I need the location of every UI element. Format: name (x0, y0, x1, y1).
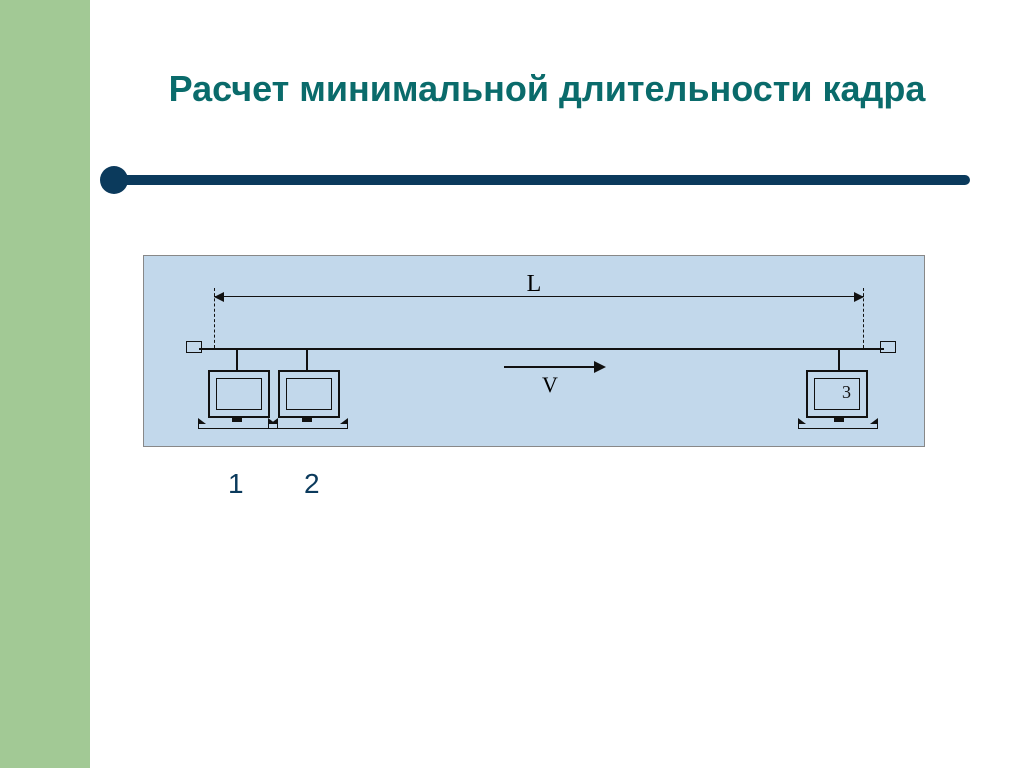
node-3-base (798, 422, 878, 429)
length-label: L (144, 271, 924, 298)
velocity-arrow-line (504, 366, 594, 368)
label-node-1: 1 (228, 468, 244, 500)
node-2-monitor (278, 370, 340, 418)
velocity-arrow-head (594, 361, 606, 373)
slide-title: Расчет минимальной длительности кадра (110, 68, 984, 110)
terminator-right (880, 341, 896, 353)
bus-diagram: L V 3 (143, 255, 925, 447)
label-node-2: 2 (304, 468, 320, 500)
sidebar-stripe (0, 0, 90, 768)
node-3-number: 3 (842, 382, 851, 403)
node-1-monitor (208, 370, 270, 418)
tap-1 (236, 349, 238, 371)
node-2-base (268, 422, 348, 429)
tap-3 (838, 349, 840, 371)
node-1-base (198, 422, 278, 429)
bus-line (199, 348, 884, 350)
terminator-left (186, 341, 202, 353)
title-underline-bar (120, 175, 970, 185)
velocity-label: V (542, 372, 558, 398)
node-3-monitor: 3 (806, 370, 868, 418)
tap-2 (306, 349, 308, 371)
